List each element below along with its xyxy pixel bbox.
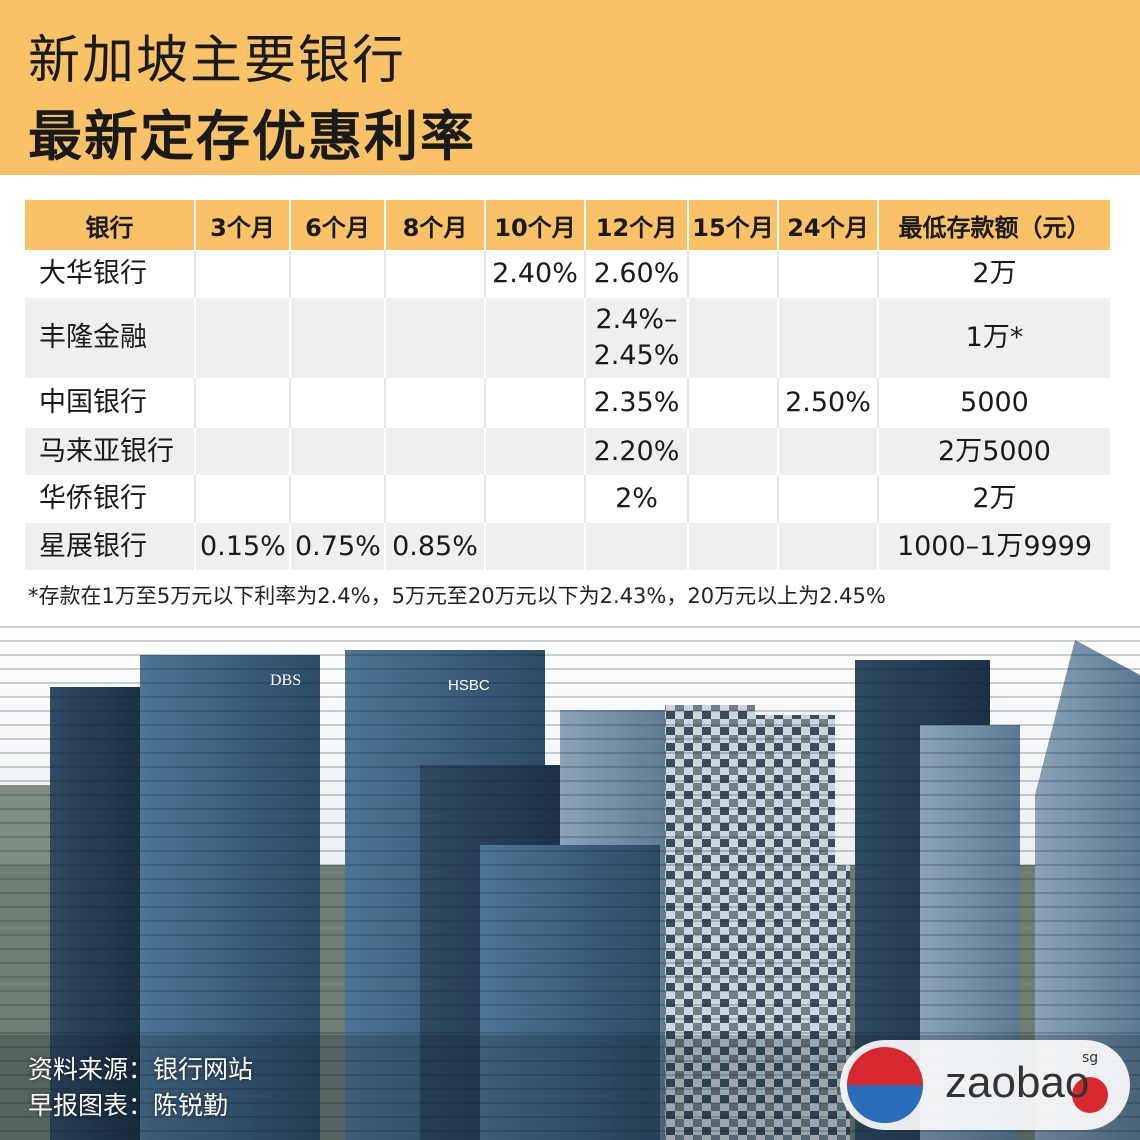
rate-cell	[290, 475, 386, 523]
column-header: 10个月	[485, 200, 586, 250]
rate-cell: 0.85%	[385, 523, 486, 570]
rate-cell	[385, 298, 486, 378]
rate-cell: 2%	[585, 475, 689, 523]
logo-suffix: sg	[1082, 1050, 1099, 1066]
table-row: 中国银行 2.35% 2.50% 5000	[25, 378, 1110, 428]
rate-table: 银行 3个月 6个月 8个月 10个月 12个月 15个月 24个月 最低存款额（元） 大华银行…	[25, 200, 1110, 570]
column-header: 最低存款额（元）	[878, 200, 1110, 250]
rate-cell	[290, 298, 386, 378]
header-band: 新加坡主要银行 最新定存优惠利率	[0, 0, 1140, 175]
rate-cell	[195, 298, 291, 378]
rate-cell	[290, 428, 386, 475]
bank-name: 马来亚银行	[25, 428, 196, 475]
column-header: 15个月	[688, 200, 779, 250]
rate-cell	[485, 475, 586, 523]
bank-name: 华侨银行	[25, 475, 196, 523]
rate-cell	[778, 298, 879, 378]
rate-cell	[585, 523, 689, 570]
min-deposit: 2万	[878, 250, 1110, 298]
rate-cell	[688, 523, 779, 570]
column-header: 3个月	[195, 200, 291, 250]
rate-cell	[688, 428, 779, 475]
min-deposit: 2万	[878, 475, 1110, 523]
bank-name: 星展银行	[25, 523, 196, 570]
rate-cell	[485, 428, 586, 475]
rate-cell	[195, 378, 291, 428]
bank-name: 丰隆金融	[25, 298, 196, 378]
logo-text: zaobao	[945, 1058, 1090, 1107]
bank-name: 中国银行	[25, 378, 196, 428]
table-row: 大华银行 2.40% 2.60% 2万	[25, 250, 1110, 298]
rate-cell	[778, 250, 879, 298]
min-deposit: 1000–1万9999	[878, 523, 1110, 570]
rate-cell	[778, 428, 879, 475]
table-row: 马来亚银行 2.20% 2万5000	[25, 428, 1110, 475]
rate-cell: 2.50%	[778, 378, 879, 428]
rate-cell: 2.40%	[485, 250, 586, 298]
rate-cell	[385, 250, 486, 298]
min-deposit: 2万5000	[878, 428, 1110, 475]
rate-cell	[688, 298, 779, 378]
rate-cell: 2.4%–2.45%	[585, 298, 689, 378]
bank-name: 大华银行	[25, 250, 196, 298]
min-deposit: 1万*	[878, 298, 1110, 378]
credit-line: 早报图表：陈锐勤	[28, 1091, 229, 1120]
min-deposit: 5000	[878, 378, 1110, 428]
column-header: 12个月	[585, 200, 689, 250]
rate-cell	[290, 250, 386, 298]
logo-badge	[840, 1040, 1130, 1130]
title: 新加坡主要银行	[28, 31, 407, 91]
rate-cell	[485, 378, 586, 428]
rate-cell: 0.75%	[290, 523, 386, 570]
table-row: 丰隆金融 2.4%–2.45% 1万*	[25, 298, 1110, 378]
rate-cell	[688, 475, 779, 523]
rate-cell	[688, 250, 779, 298]
column-header: 6个月	[290, 200, 386, 250]
rate-cell: 2.20%	[585, 428, 689, 475]
rate-cell	[290, 378, 386, 428]
rate-cell	[688, 378, 779, 428]
rate-cell: 0.15%	[195, 523, 291, 570]
rate-cell	[778, 475, 879, 523]
header-row: 银行 3个月 6个月 8个月 10个月 12个月 15个月 24个月 最低存款额（元）	[25, 200, 1110, 250]
column-header: 银行	[25, 200, 196, 250]
rate-cell	[195, 250, 291, 298]
rate-cell: 2.60%	[585, 250, 689, 298]
rate-cell	[385, 475, 486, 523]
rate-cell	[385, 428, 486, 475]
subtitle: 最新定存优惠利率	[28, 105, 476, 168]
footnote: *存款在1万至5万元以下利率为2.4%，5万元至20万元以下为2.43%，20万…	[28, 584, 886, 608]
rate-cell	[195, 475, 291, 523]
rate-cell	[195, 428, 291, 475]
rate-cell: 2.35%	[585, 378, 689, 428]
rate-cell	[485, 298, 586, 378]
column-header: 8个月	[385, 200, 486, 250]
column-header: 24个月	[778, 200, 879, 250]
table-row: 星展银行 0.15% 0.75% 0.85% 1000–1万9999	[25, 523, 1110, 570]
rate-cell	[778, 523, 879, 570]
table-row: 华侨银行 2% 2万	[25, 475, 1110, 523]
rate-cell	[485, 523, 586, 570]
building-sign: HSBC	[448, 677, 490, 694]
building-sign: DBS	[270, 672, 301, 689]
source-line: 资料来源：银行网站	[28, 1055, 254, 1084]
rate-cell	[385, 378, 486, 428]
